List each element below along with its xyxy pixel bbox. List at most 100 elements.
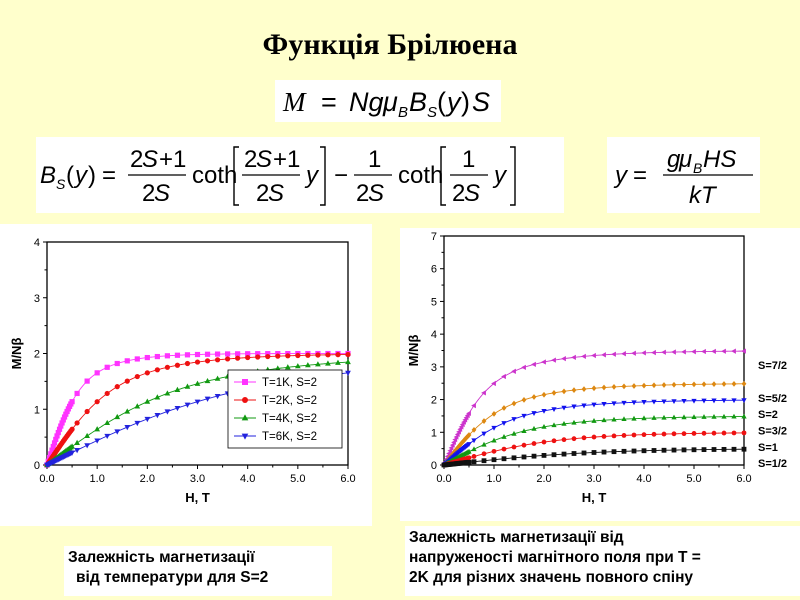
chart-2-series-2-point — [471, 438, 477, 444]
chart-1-series-1-point — [265, 353, 271, 360]
chart-2-series-5-point — [651, 448, 657, 453]
chart-2-series-0-point — [449, 442, 455, 448]
chart-1-y-tick-label: 0 — [34, 460, 40, 472]
chart-2-series-3-point — [501, 434, 507, 439]
chart-2-series-2-point — [691, 398, 697, 404]
y-definition-formula-render: y = g μ B HS kT — [613, 146, 753, 209]
chart-2-y-tick-label: 7 — [431, 231, 437, 243]
chart-1-series-0-point — [124, 358, 130, 364]
caption-left-line-1: Залежність магнетизації — [68, 549, 255, 566]
chart-1-series-3-point — [154, 413, 161, 419]
chart-1-legend-label: T=1K, S=2 — [262, 377, 317, 389]
chart-2-series-3-point — [631, 415, 637, 421]
chart-2-series-5-point — [721, 446, 727, 452]
svg-text:2: 2 — [356, 180, 369, 207]
chart-2-series-1-point — [521, 396, 527, 403]
chart-1-series-0-point — [225, 351, 231, 357]
chart-2-series-1-point — [671, 381, 677, 388]
chart-1-series-0-point — [174, 352, 181, 358]
chart-2-y-tick-label: 4 — [431, 329, 437, 341]
chart-2-series-0-point — [721, 348, 726, 354]
chart-2-series-2-point — [651, 399, 657, 405]
chart-1-series-1-point — [69, 426, 75, 432]
chart-2-series-5-point — [621, 448, 627, 454]
chart-1-series-0-point — [104, 364, 110, 370]
chart-2-series-1-point — [691, 381, 697, 388]
chart-2-series-2-point — [581, 403, 587, 409]
chart-2-x-tick-label: 1.0 — [486, 473, 501, 485]
chart-1-series-0-point — [48, 451, 54, 457]
chart-2-series-0-point — [521, 364, 526, 371]
chart-1-x-tick-label: 3.0 — [190, 473, 205, 485]
chart-2-series-3-point — [741, 413, 747, 419]
chart-1-series-0-point — [58, 423, 64, 429]
chart-2-series-0-point — [701, 348, 706, 355]
chart-2-series-5-point — [591, 450, 597, 455]
chart-2-series-1-point — [601, 384, 607, 391]
chart-2-series-1-point — [651, 382, 657, 389]
chart-1-y-tick-label: 3 — [34, 293, 40, 305]
chart-1-series-3-point — [124, 425, 131, 431]
svg-text:S: S — [368, 180, 384, 207]
chart-2-series-4-point — [661, 431, 667, 437]
chart-2-series-1-point — [591, 385, 597, 392]
chart-2-series-0-point — [501, 373, 506, 380]
chart-1-series-2-point — [315, 361, 321, 367]
chart-1-series-3-point — [164, 409, 171, 415]
chart-1-legend-swatch-marker — [242, 379, 248, 385]
chart-2-series-5-point — [681, 447, 687, 453]
svg-text:S: S — [427, 104, 437, 121]
chart-1-series-2-point — [134, 403, 141, 409]
chart-2-series-0-point — [651, 349, 656, 356]
chart-2-series-2-point — [711, 398, 717, 404]
chart-1-series-0-point — [54, 433, 60, 439]
svg-text:S: S — [142, 146, 158, 173]
chart-1-series-0-point — [63, 411, 69, 417]
chart-1-series-1-point — [124, 378, 130, 384]
chart-1-series-3-point — [184, 402, 191, 408]
chart-2-series-3-point — [681, 414, 687, 420]
chart-2-series-4-point — [471, 454, 477, 459]
chart-2-series-label: S=2 — [758, 409, 778, 421]
chart-1-series-0-point — [55, 429, 61, 436]
chart-2-series-2-point — [551, 407, 557, 413]
svg-text:−: − — [334, 162, 348, 189]
chart-2-series-1-point — [731, 381, 737, 387]
magnetization-formula-render: M = Ng μ B B S ( y ) S — [282, 87, 490, 121]
right-chart-panel: 0.0 1.0 2.0 3.0 4.0 5.0 6.0 0 1 2 3 4 5 6 7 H, T M/Nβ S=7… — [400, 228, 800, 521]
chart-2-series-3-point — [731, 413, 737, 419]
chart-2-series-4-point — [631, 432, 637, 438]
chart-2-series-1-point — [681, 381, 687, 388]
chart-2-series-3-point — [651, 415, 657, 420]
chart-1-y-tick-label: 2 — [34, 349, 40, 361]
chart-2-series-5-point — [641, 448, 647, 454]
chart-1-series-2-point — [174, 386, 181, 392]
chart-1-series-1-point — [255, 354, 261, 360]
chart-2-series-0-point — [571, 354, 576, 361]
chart-2-series-3-point — [531, 425, 537, 431]
chart-1-y-tick-label: 1 — [34, 404, 40, 416]
chart-2-series-0-point — [581, 353, 586, 360]
chart-2-series-5-point — [631, 448, 637, 454]
chart-1-x-tick-label: 4.0 — [240, 473, 255, 485]
chart-1-series-0-point — [50, 443, 56, 450]
chart-2-series-4-point — [711, 430, 717, 436]
chart-2-series-0-point — [641, 350, 646, 356]
chart-1-series-2-point — [94, 426, 101, 432]
svg-text:1: 1 — [462, 146, 475, 173]
svg-text:μ: μ — [382, 87, 398, 117]
chart-2-series-3-point — [671, 414, 677, 420]
svg-text:μ: μ — [678, 146, 692, 173]
chart-1-series-0-point — [56, 426, 63, 432]
chart-2-x-tick-label: 6.0 — [736, 473, 751, 485]
chart-1-series-2-point — [154, 394, 161, 400]
chart-1-series-2-point — [274, 365, 281, 371]
svg-text:coth: coth — [192, 162, 237, 189]
chart-2-series-3-point — [571, 419, 577, 425]
svg-text:y: y — [492, 162, 508, 189]
chart-2-series-1-point — [641, 382, 647, 389]
chart-1-series-1-point — [225, 356, 231, 362]
chart-2-series-2-point — [671, 399, 677, 405]
chart-2-series-0-point — [711, 348, 716, 355]
chart-1-series-2-point — [284, 364, 291, 370]
